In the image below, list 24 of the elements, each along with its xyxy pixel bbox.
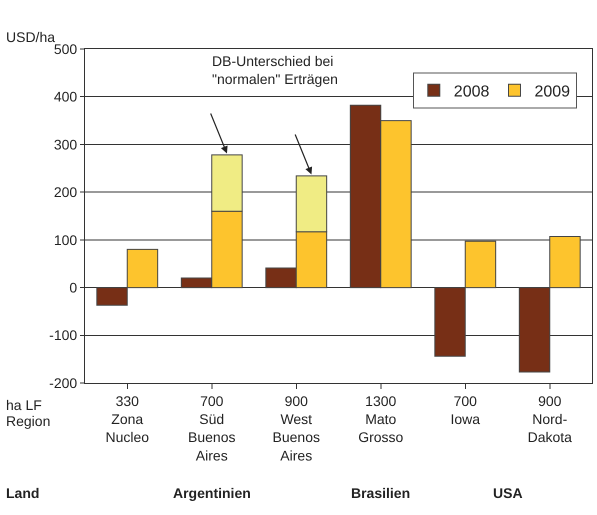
y-tick-label: 100	[54, 232, 78, 248]
text: USA	[493, 485, 523, 501]
y-tick-label: -100	[49, 327, 78, 344]
text: ha LF	[6, 397, 42, 413]
x-tick-label: 700 Iowa	[450, 392, 480, 427]
x-tick-label: 900 West Buenos Aires	[272, 392, 320, 464]
y-tick-label: 500	[54, 40, 78, 57]
legend-label: 2009	[534, 84, 570, 101]
y-tick-label: -200	[49, 374, 78, 391]
y-tick-label: 400	[54, 88, 78, 105]
y-tick-label: 200	[54, 184, 78, 200]
legend-label: 2008	[454, 84, 490, 101]
y-tick-label: 300	[54, 136, 78, 152]
x-tick-label: 900 Nord- Dakota	[528, 392, 572, 446]
y-tick-label: 0	[69, 279, 78, 296]
text: Region	[6, 413, 50, 429]
text: Argentinien	[173, 485, 251, 501]
text: Brasilien	[351, 485, 410, 501]
annotation: DB-Unterschied bei "normalen" Erträgen	[212, 53, 338, 88]
y-axis-title: USD/ha	[6, 29, 56, 45]
text: Land	[6, 485, 40, 501]
x-tick-label: 330 Zona Nucleo	[105, 392, 150, 446]
x-tick-label: 1300 Mato Grosso	[358, 392, 404, 446]
x-tick-label: 700 Süd Buenos Aires	[188, 392, 236, 464]
